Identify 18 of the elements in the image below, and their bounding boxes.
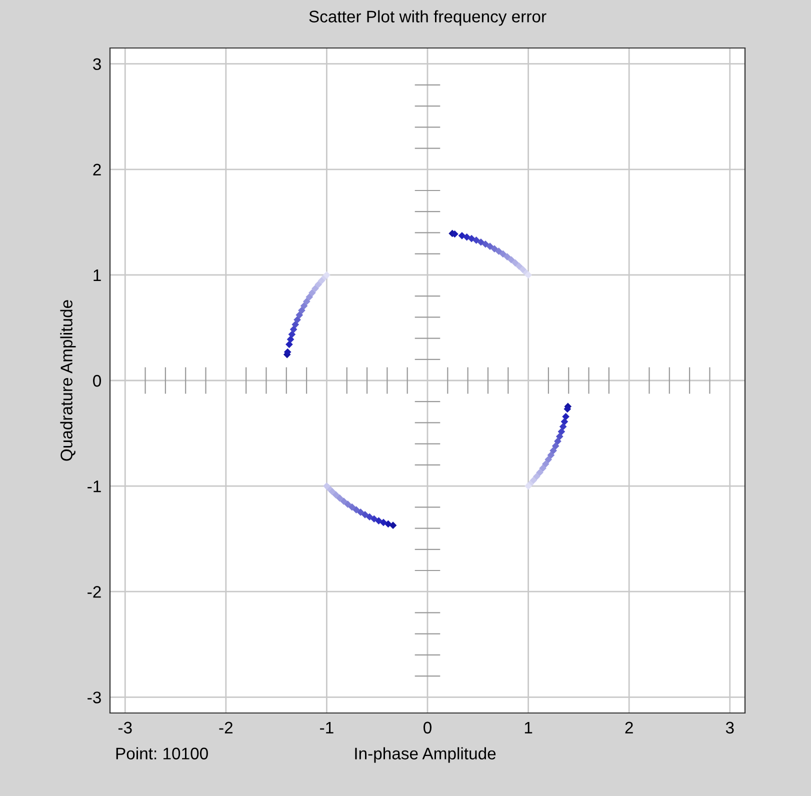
x-tick-label: 3 bbox=[726, 722, 734, 734]
text: Point: 10100 bbox=[116, 747, 208, 760]
chart-title: Scatter Plot with frequency error bbox=[309, 10, 546, 26]
x-tick-label: 0 bbox=[424, 722, 432, 734]
y-tick-label: 3 bbox=[93, 58, 101, 70]
y-axis-title: Quadrature Amplitude bbox=[60, 300, 76, 461]
y-tick-label: 1 bbox=[94, 270, 101, 281]
y-tick-label: 2 bbox=[93, 164, 101, 176]
y-tick-label: -3 bbox=[88, 692, 101, 704]
x-tick-label: 1 bbox=[524, 722, 532, 734]
x-tick-label: 2 bbox=[625, 722, 633, 734]
y-tick-label: -1 bbox=[88, 480, 101, 492]
x-tick-label: -2 bbox=[219, 722, 232, 734]
x-axis-title: In-phase Amplitude bbox=[355, 747, 496, 763]
x-tick-label: -1 bbox=[320, 722, 334, 734]
y-tick-label: -2 bbox=[88, 586, 101, 598]
x-tick-label: -3 bbox=[118, 722, 132, 734]
y-tick-label: 0 bbox=[93, 374, 102, 387]
